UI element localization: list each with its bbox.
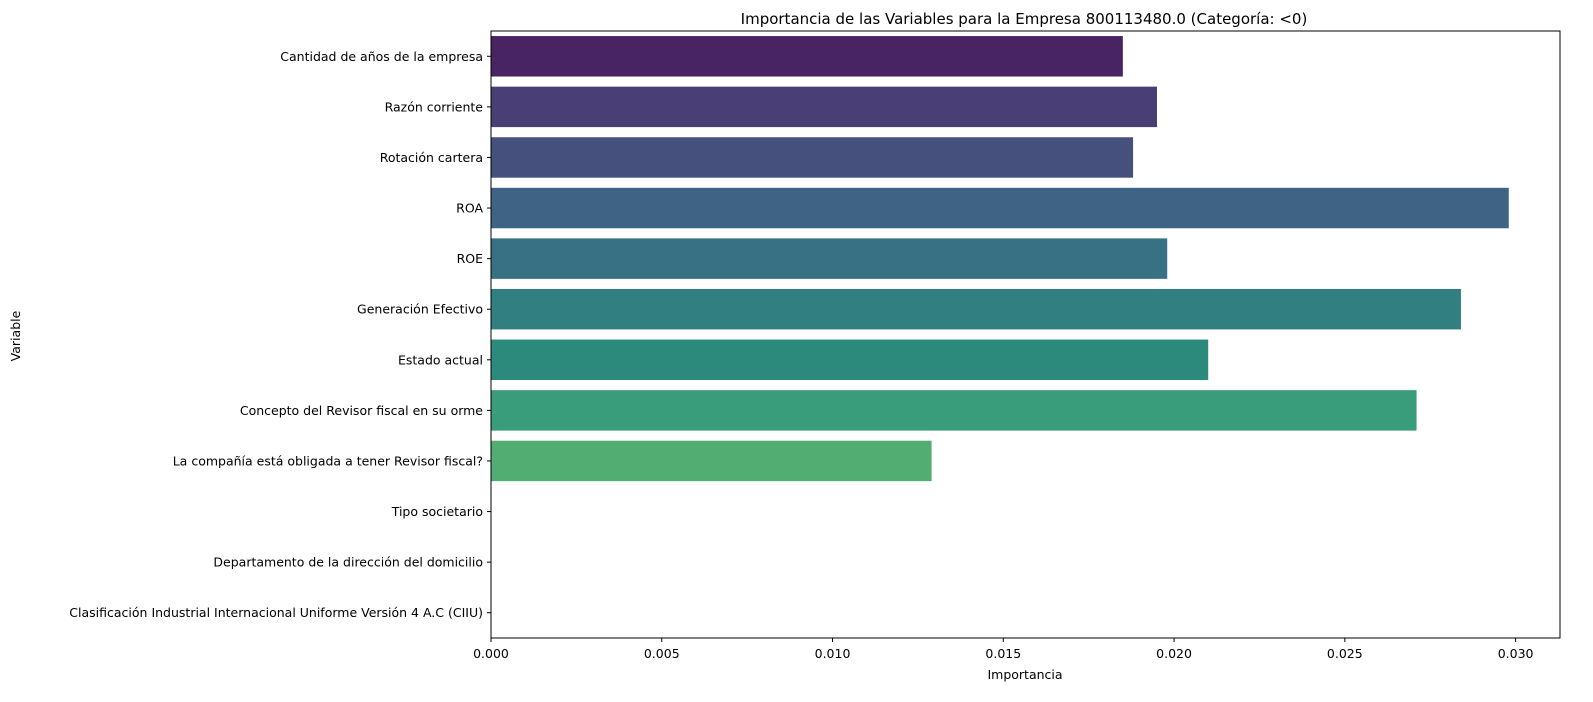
bar-4 bbox=[491, 238, 1167, 278]
bar-5 bbox=[491, 289, 1461, 329]
y-tick-label: Concepto del Revisor fiscal en su orme bbox=[240, 403, 483, 418]
bar-3 bbox=[491, 188, 1509, 228]
bars-group bbox=[491, 36, 1509, 481]
x-tick-label: 0.015 bbox=[985, 646, 1021, 661]
y-tick-label: Generación Efectivo bbox=[357, 302, 483, 317]
bar-1 bbox=[491, 87, 1157, 127]
y-axis-label: Variable bbox=[8, 310, 23, 361]
x-tick-label: 0.030 bbox=[1498, 646, 1534, 661]
y-tick-label: La compañía está obligada a tener Reviso… bbox=[173, 453, 483, 468]
y-tick-label: ROE bbox=[457, 251, 484, 266]
bar-2 bbox=[491, 137, 1133, 177]
x-tick-label: 0.000 bbox=[473, 646, 509, 661]
bar-6 bbox=[491, 340, 1208, 380]
y-tick-label: Razón corriente bbox=[385, 99, 484, 114]
x-tick-label: 0.025 bbox=[1327, 646, 1363, 661]
y-tick-label: Rotación cartera bbox=[380, 150, 483, 165]
y-tick-labels: Cantidad de años de la empresa Razón corr… bbox=[69, 49, 491, 620]
bar-0 bbox=[491, 36, 1123, 76]
y-tick-label: ROA bbox=[456, 201, 483, 216]
x-tick-label: 0.020 bbox=[1156, 646, 1192, 661]
bar-7 bbox=[491, 390, 1417, 430]
x-tick-label: 0.010 bbox=[815, 646, 851, 661]
x-axis-label: Importancia bbox=[987, 667, 1062, 682]
y-tick-label: Estado actual bbox=[398, 352, 483, 367]
y-tick-label: Cantidad de años de la empresa bbox=[280, 49, 483, 64]
bar-8 bbox=[491, 441, 932, 481]
y-tick-label: Departamento de la dirección del domicil… bbox=[213, 555, 483, 570]
x-ticks: 0.000 0.005 0.010 0.015 0.020 0.025 0.030 bbox=[473, 638, 1533, 661]
chart-title: Importancia de las Variables para la Emp… bbox=[741, 10, 1308, 28]
y-tick-label: Tipo societario bbox=[391, 504, 483, 519]
x-tick-label: 0.005 bbox=[644, 646, 680, 661]
y-tick-label: Clasificación Industrial Internacional U… bbox=[69, 605, 483, 620]
